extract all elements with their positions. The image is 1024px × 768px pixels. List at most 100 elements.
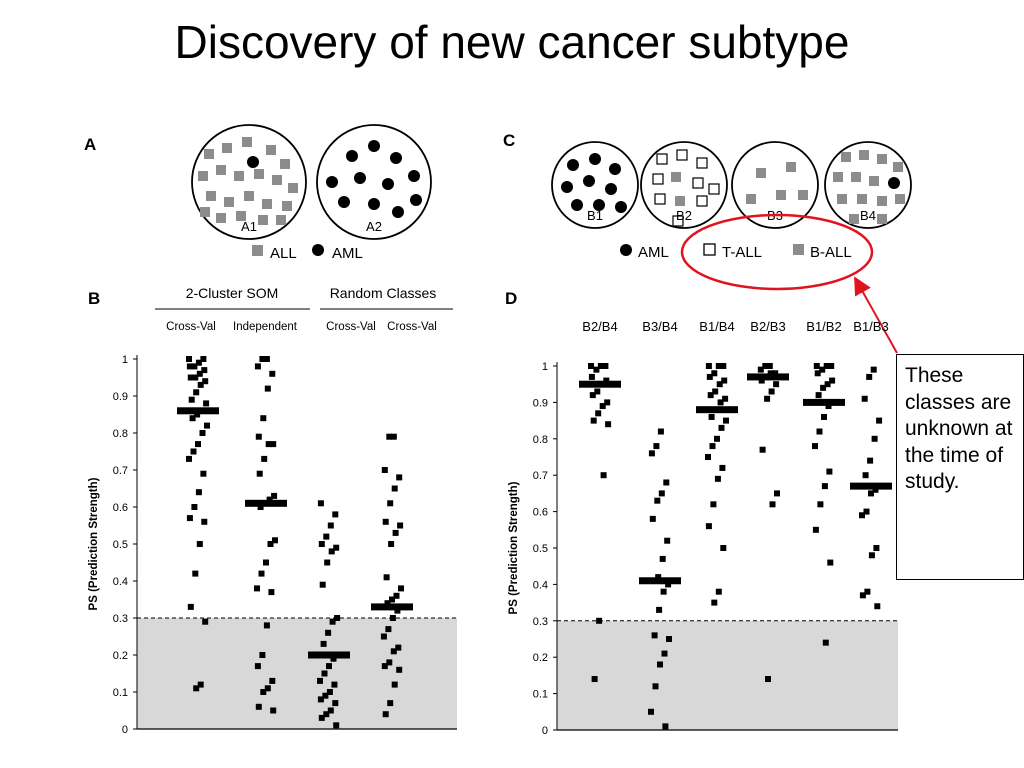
- y-tick-label: 0.7: [113, 465, 128, 477]
- data-point: [317, 677, 323, 684]
- y-tick-label: 0.5: [533, 543, 548, 555]
- data-point: [204, 422, 210, 429]
- data-point: [188, 396, 195, 403]
- aml-legend-label: AML: [332, 245, 363, 262]
- data-point: [829, 377, 836, 384]
- panel-c-circles: B1 B2 B3 B4: [551, 141, 912, 229]
- all-square: [242, 137, 252, 147]
- all-square: [262, 199, 272, 209]
- t-all-square: [708, 183, 720, 195]
- data-point: [648, 450, 655, 457]
- data-point: [191, 363, 198, 370]
- data-point: [721, 377, 728, 384]
- all-square: [272, 175, 282, 185]
- data-point: [263, 356, 270, 362]
- data-point: [317, 500, 324, 507]
- data-point: [330, 655, 337, 662]
- data-point: [186, 515, 193, 522]
- data-point: [709, 443, 716, 450]
- all-square: [859, 150, 869, 160]
- data-point: [270, 707, 277, 714]
- all-square: [877, 214, 887, 224]
- aml-legend-marker-c: [620, 244, 632, 256]
- data-point: [327, 707, 334, 714]
- data-point: [657, 661, 663, 668]
- data-point: [595, 410, 602, 417]
- data-point: [590, 417, 597, 424]
- data-point: [657, 428, 664, 435]
- y-tick-label: 0.2: [533, 652, 548, 664]
- data-point: [380, 633, 387, 640]
- all-square: [204, 149, 214, 159]
- data-point: [817, 501, 824, 508]
- y-tick-label: 0.9: [533, 397, 548, 409]
- data-point: [719, 464, 726, 471]
- data-point: [255, 433, 262, 440]
- panel-a-legend: ALL AML: [252, 244, 363, 262]
- data-point: [386, 433, 393, 440]
- data-point: [863, 508, 870, 515]
- data-point: [707, 392, 714, 399]
- data-point: [318, 541, 325, 547]
- median-bar: [696, 406, 738, 414]
- data-point: [264, 685, 271, 692]
- circle-label: B1: [587, 208, 603, 223]
- data-point: [270, 441, 277, 448]
- data-point: [826, 468, 833, 475]
- data-point: [393, 592, 400, 599]
- t-all-square: [652, 173, 664, 185]
- data-point: [764, 395, 771, 402]
- data-point: [759, 446, 766, 453]
- data-point: [862, 472, 869, 479]
- data-point: [714, 475, 721, 482]
- all-square: [837, 194, 847, 204]
- data-point: [821, 483, 828, 490]
- data-point: [605, 421, 612, 428]
- b-all-legend-label: B-ALL: [810, 244, 852, 261]
- data-point: [196, 541, 203, 547]
- circle-label: A1: [241, 219, 257, 234]
- panel-b-letter: B: [88, 289, 100, 308]
- som-group-header: 2-Cluster SOM: [186, 285, 279, 301]
- all-square: [895, 194, 905, 204]
- aml-dot: [410, 194, 422, 206]
- all-square: [266, 145, 276, 155]
- all-square: [746, 194, 756, 204]
- data-point: [326, 663, 332, 670]
- circle-outline: [824, 141, 912, 229]
- all-square: [254, 169, 264, 179]
- circle-label: A2: [366, 219, 382, 234]
- all-square: [198, 171, 208, 181]
- all-square: [216, 213, 226, 223]
- data-point: [822, 639, 829, 646]
- aml-dot: [583, 175, 595, 187]
- data-point: [718, 424, 725, 431]
- panel-a-circles: A1 A2: [191, 124, 432, 240]
- data-point: [392, 529, 399, 536]
- data-point: [588, 363, 594, 369]
- median-bar: [177, 407, 219, 415]
- data-point: [757, 366, 764, 373]
- data-point: [187, 603, 194, 610]
- data-point: [261, 455, 268, 462]
- aml-dot: [338, 196, 350, 208]
- all-square: [786, 162, 796, 172]
- data-point: [192, 374, 199, 381]
- median-bar: [308, 651, 350, 659]
- t-all-square: [676, 149, 688, 161]
- data-point: [381, 663, 388, 670]
- aml-dot: [567, 159, 579, 171]
- median-bar: [747, 373, 789, 381]
- data-point: [329, 618, 336, 625]
- aml-dot: [382, 178, 394, 190]
- data-point: [665, 581, 672, 588]
- b-all-legend-marker: [793, 244, 804, 255]
- y-axis-label: PS (Prediction Strength): [88, 477, 100, 610]
- data-point: [823, 363, 830, 369]
- data-point: [326, 689, 333, 695]
- median-bar: [371, 603, 413, 611]
- data-point: [384, 600, 391, 607]
- data-point: [259, 652, 266, 658]
- data-point: [320, 640, 327, 647]
- y-tick-label: 0.5: [113, 539, 128, 551]
